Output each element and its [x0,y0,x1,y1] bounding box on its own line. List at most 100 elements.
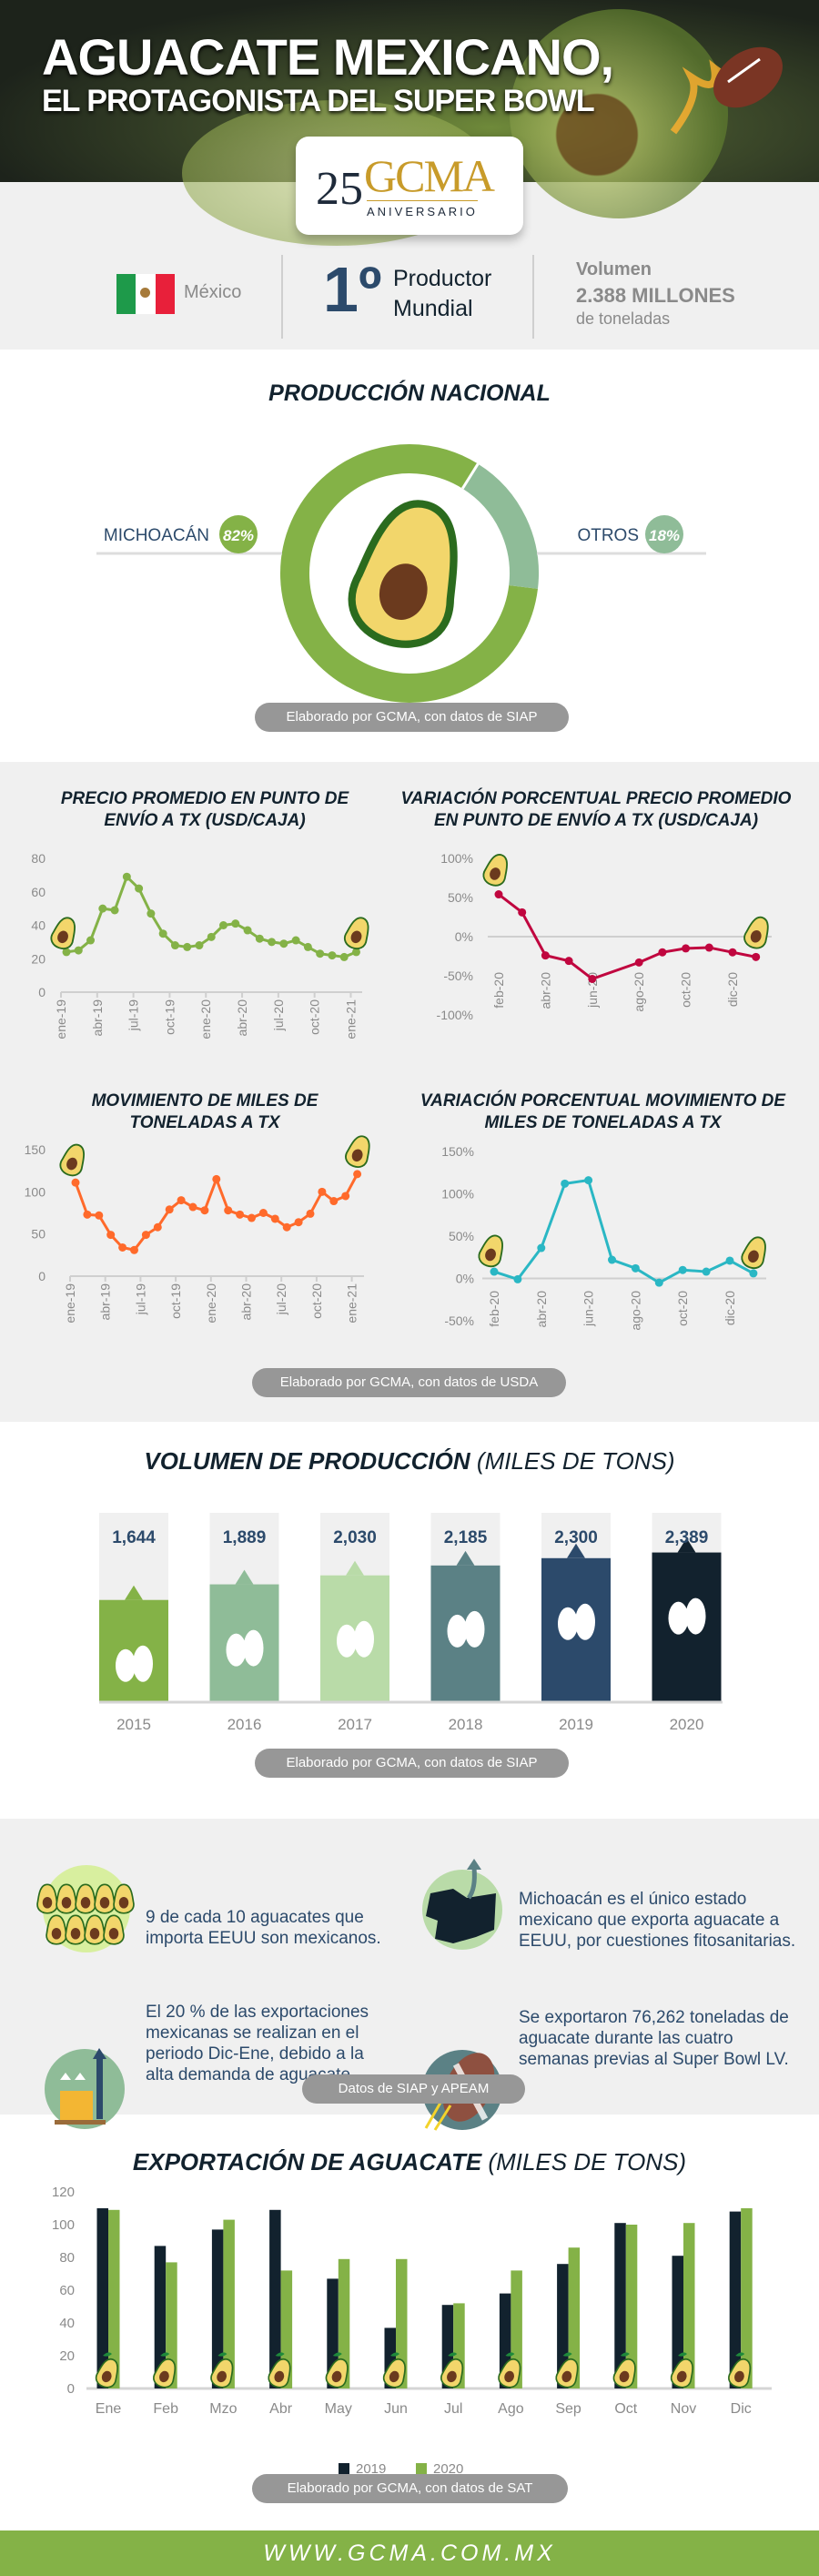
y-tick-label: 120 [52,2185,75,2200]
y-tick-label: 40 [59,2316,75,2331]
data-point [490,1267,499,1276]
x-tick-label: abr-20 [239,1283,254,1321]
x-tick-label: Jun [384,2401,408,2417]
data-point [564,957,573,966]
x-tick-label: Mzo [209,2401,237,2417]
x-tick-label: oct-20 [679,972,693,1008]
avocado-pit [676,2370,687,2383]
x-tick-label: feb-20 [487,1291,501,1327]
data-point [351,948,360,957]
y-tick-label: 20 [59,2348,75,2364]
avocado-icon [482,854,509,887]
data-point [494,890,503,899]
chart-title: VARIACIÓN PORCENTUAL MOVIMIENTO DE MILES… [420,1091,786,1132]
data-point [95,1211,104,1220]
export-title-light: (MILES DE TONS) [488,2148,687,2175]
x-tick-label: ago-20 [628,1291,642,1331]
data-point [316,949,325,958]
x-tick-label: ago-20 [632,972,646,1012]
avocado-pit [331,2370,342,2383]
x-tick-label: abr-20 [235,999,249,1037]
y-tick-label: 0 [67,2381,75,2397]
y-tick-label: -100% [437,1008,473,1022]
export-boxes-icon [45,2048,125,2129]
data-point [135,884,144,893]
x-tick-label: 2018 [449,1716,483,1733]
avocado-glyph-icon [575,1603,595,1640]
fact-text: El 20 % de las exportaciones mexicanas s… [146,2003,369,2084]
y-tick-label: 0 [38,1269,46,1283]
bar-2020 [741,2208,753,2388]
data-point [282,1222,291,1232]
bar-2020 [338,2258,350,2388]
avocados-icon [36,1865,135,1952]
y-tick-label: 60 [59,2283,75,2298]
data-point [728,948,737,957]
data-point [279,939,288,948]
bar-pointer [567,1543,585,1558]
avocado-pit [351,1149,363,1162]
x-tick-label: oct-20 [309,1283,324,1319]
avocado-glyph-icon [668,1601,689,1635]
avocado-pit [42,1896,53,1909]
chart-title: PRECIO PROMEDIO EN PUNTO DE ENVÍO A TX (… [60,789,349,830]
avocado-pit [70,1927,81,1940]
avocado-icon [345,1135,370,1168]
avocado-glyph-icon [464,1610,485,1648]
bar-2020 [683,2223,695,2388]
data-point [141,1231,150,1240]
data-point [752,952,761,961]
bar-2020 [108,2209,120,2388]
data-point [212,1174,221,1183]
percent-badge [219,515,258,553]
chart-title: MOVIMIENTO DE MILES DE TONELADAS A TX [91,1091,318,1132]
gcma-logo: 25 GCMA ANIVERSARIO [296,137,523,235]
y-tick-label: -50% [444,1313,474,1328]
divider [281,255,283,339]
x-tick-label: ene-20 [198,999,213,1040]
football-fire-icon [670,46,783,135]
volume-title: VOLUMEN DE PRODUCCIÓN (MILES DE TONS) [0,1447,819,1476]
avocado-icon [113,1883,135,1914]
leaf-icon [448,2352,458,2357]
logo-brand: GCMA [364,150,495,201]
data-point [195,941,204,950]
x-tick-label: Ago [498,2401,524,2417]
avocado-pit [447,2370,457,2383]
leaf-icon [103,2352,112,2357]
michoacan-map-icon [422,1859,502,1950]
avocado-icon [65,1914,86,1945]
data-point [147,909,156,918]
mexico-flag-icon [116,274,175,314]
legend-label: 2020 [433,2461,463,2477]
bar-2019 [269,2209,281,2388]
leaf-icon [620,2352,630,2357]
data-point [513,1274,522,1283]
avocado-icon [612,2358,636,2388]
percent-badge [645,515,683,553]
avocado-icon [36,1883,58,1914]
bar-2020 [166,2262,177,2388]
bar-2020 [223,2219,235,2388]
export-title-bold: EXPORTACIÓN DE AGUACATE [132,2148,482,2175]
footer-url[interactable]: WWW.GCMA.COM.MX [263,2541,556,2566]
data-point [537,1243,546,1253]
avocado-pit [750,929,762,943]
y-tick-label: 100 [25,1184,46,1199]
avocado-icon [478,1234,504,1268]
series-line [66,875,358,958]
bar-value-label: 2,185 [444,1528,488,1547]
volume-unit: de toneladas [576,309,671,328]
data-point [328,951,337,960]
x-tick-label: abr-19 [90,999,105,1037]
bar-2020 [396,2258,408,2388]
avocado-icon [210,2358,234,2388]
data-point [634,958,643,967]
data-point [725,1256,734,1265]
avocado-icon [50,917,76,950]
legend-label: 2019 [356,2461,386,2477]
x-tick-label: oct-20 [675,1291,690,1326]
x-tick-label: ene-20 [204,1283,218,1323]
avocado-icon [728,2358,752,2388]
y-tick-label: 50% [448,890,473,905]
